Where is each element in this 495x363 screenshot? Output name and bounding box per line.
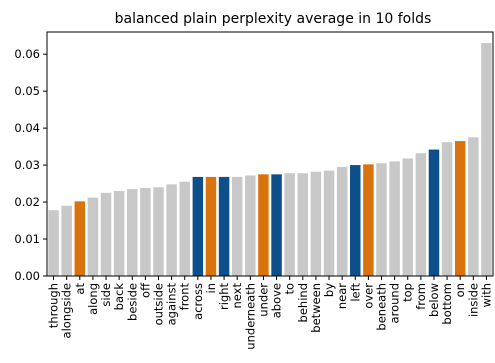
y-tick-label: 0.05 [14,84,40,98]
y-tick-label: 0.06 [14,47,40,61]
plot-frame [46,31,494,277]
x-tick-label: through [47,283,61,328]
x-tick-label: underneath [243,283,257,350]
x-tick-label: along [86,283,100,315]
x-tick-label: around [388,283,402,323]
x-tick-label: alongside [60,283,74,338]
y-tick-label: 0.01 [14,232,40,246]
x-tick-label: to [283,283,297,295]
x-tick-label: outside [152,283,166,325]
y-axis: 0.00 0.01 0.02 0.03 0.04 0.05 0.06 [14,47,47,283]
bar-behind [297,173,309,276]
bar-below [428,149,440,276]
x-tick-label: against [165,283,179,326]
x-tick-label: below [427,283,441,317]
x-tick-label: beneath [375,283,389,331]
bar-left [350,165,361,276]
x-tick-label: from [414,283,428,310]
bar-outside [153,187,164,276]
x-tick-label: front [178,283,192,311]
bar-right [218,176,230,276]
bar-to [284,173,295,276]
y-tick-label: 0.02 [14,195,40,209]
x-tick-label: back [112,283,126,311]
bar-against [166,184,177,276]
bar-from [415,153,427,276]
bar-over [363,164,374,276]
bar-with [481,43,492,277]
y-tick-label: 0.00 [14,269,40,283]
x-tick-label: next [230,283,244,309]
x-tick-label: right [217,283,231,311]
x-tick-label: at [73,283,87,295]
y-tick-label: 0.04 [14,121,40,135]
x-tick-label: between [309,283,323,333]
x-tick-label: behind [296,283,310,322]
bar-near [336,166,348,276]
x-tick-label: over [361,283,375,309]
bar-inside [468,137,479,276]
bar-at [74,201,86,276]
x-tick-label: side [99,283,113,307]
bar-front [179,181,190,276]
bar-through [48,210,59,276]
bar-beside [127,189,138,276]
x-tick-label: by [322,283,336,297]
bar-by [323,170,335,276]
bar-back [113,190,125,276]
x-tick-label: left [348,283,362,302]
bar-top [402,158,413,276]
bar-alongside [61,205,72,276]
x-tick-label: on [453,283,467,297]
bar-between [310,171,322,276]
bar-side [100,192,112,276]
x-tick-label: above [270,283,284,318]
x-tick-label: in [204,283,218,293]
x-tick-label: beside [125,283,139,321]
x-tick-label: near [335,283,349,309]
bar-across [192,176,204,276]
bar-next [231,176,243,276]
bar-along [87,197,99,276]
x-tick-label: top [401,283,415,302]
x-tick-label: bottom [440,283,454,325]
x-tick-label: under [256,283,270,317]
bars-group [48,43,492,277]
x-tick-label: across [191,283,205,320]
x-tick-label: inside [466,283,480,317]
bar-on [454,141,466,276]
x-tick-label: off [138,282,152,298]
bar-beneath [376,163,387,276]
bar-around [389,161,400,276]
bar-off [140,188,151,276]
bar-in [205,176,217,276]
x-tick-label: with [479,283,493,307]
bar-bottom [441,142,453,276]
y-tick-label: 0.03 [14,158,40,172]
chart-title: balanced plain perplexity average in 10 … [115,11,432,27]
bar-underneath [245,175,256,276]
x-axis: through alongside at along side back beside off… [47,276,493,350]
bar-above [271,174,282,276]
bar-under [258,174,269,276]
